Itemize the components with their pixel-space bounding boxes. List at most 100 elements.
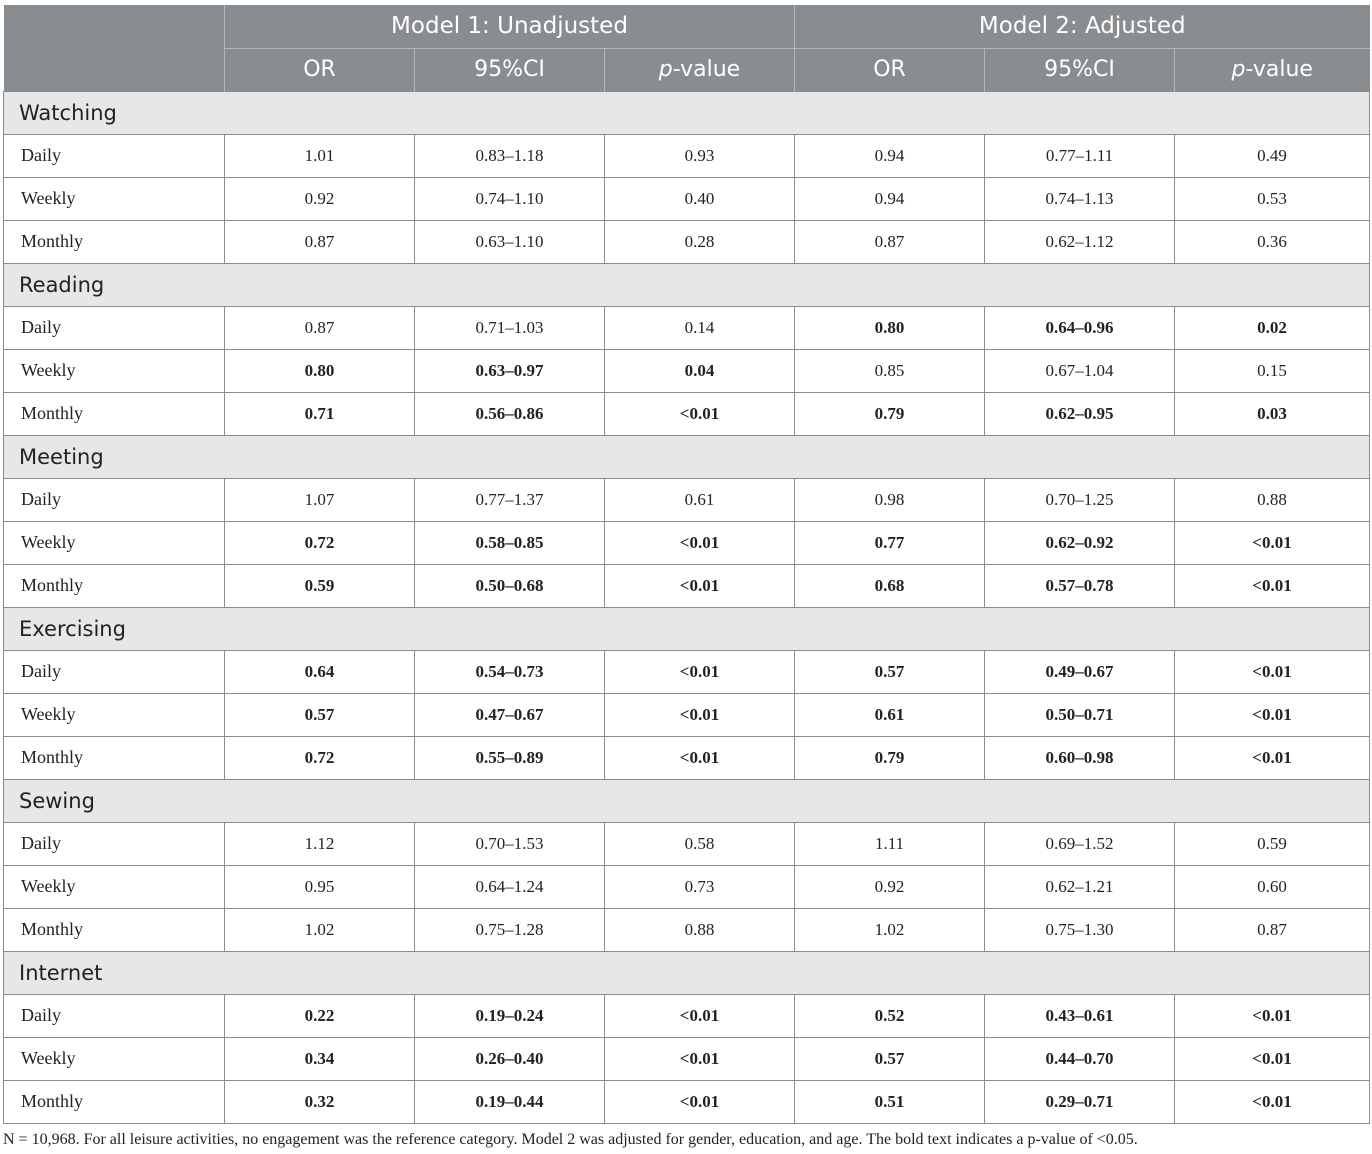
table-cell: <0.01	[1173, 735, 1371, 780]
group-row: Exercising	[2, 606, 1371, 651]
table-cell: 0.67–1.04	[984, 348, 1175, 393]
table-cell: 0.79	[794, 391, 985, 436]
row-label: Monthly	[3, 735, 225, 780]
table-cell: 0.49	[1173, 133, 1371, 178]
table-cell: 0.62–0.95	[984, 391, 1175, 436]
table-cell: 0.80	[794, 305, 985, 350]
table-cell: 1.02	[224, 907, 415, 952]
group-label: Exercising	[2, 606, 1371, 651]
table-cell: <0.01	[1173, 649, 1371, 694]
column-header: p-value	[1173, 47, 1370, 91]
table-cell: <0.01	[604, 520, 795, 565]
table-row: Monthly 0.71 0.56–0.86 <0.01 0.79 0.62–0.95 0.…	[3, 391, 1371, 436]
table-cell: <0.01	[1173, 1079, 1371, 1124]
table-cell: 0.75–1.30	[984, 907, 1175, 952]
table-row: Daily 0.64 0.54–0.73 <0.01 0.57 0.49–0.67 <0.0…	[3, 649, 1371, 694]
column-header-italic: p	[658, 57, 673, 82]
group-label: Reading	[2, 262, 1371, 307]
row-label: Weekly	[3, 348, 225, 393]
table-cell: 1.12	[224, 821, 415, 866]
header-corner	[3, 5, 225, 91]
table-cell: <0.01	[604, 649, 795, 694]
row-label: Weekly	[3, 864, 225, 909]
table-cell: 0.64–0.96	[984, 305, 1175, 350]
table-row: Monthly 0.72 0.55–0.89 <0.01 0.79 0.60–0.98 <0…	[3, 735, 1371, 780]
table-cell: 0.87	[794, 219, 985, 264]
row-label: Weekly	[3, 520, 225, 565]
table-cell: 0.87	[224, 305, 415, 350]
row-label: Weekly	[3, 176, 225, 221]
table-cell: 0.87	[1173, 907, 1371, 952]
row-label: Daily	[3, 821, 225, 866]
results-table: Model 1: Unadjusted Model 2: Adjusted OR…	[2, 5, 1371, 1124]
table-row: Weekly 0.34 0.26–0.40 <0.01 0.57 0.44–0.70 <0.…	[3, 1036, 1371, 1081]
table-cell: 0.04	[604, 348, 795, 393]
table-cell: 0.58–0.85	[414, 520, 605, 565]
table-cell: 0.15	[1173, 348, 1371, 393]
table-cell: 0.73	[604, 864, 795, 909]
table-cell: <0.01	[604, 1079, 795, 1124]
table-cell: 0.50–0.68	[414, 563, 605, 608]
column-header-text: 95%CI	[474, 57, 545, 82]
column-header-text: OR	[303, 57, 336, 82]
table-cell: 0.92	[224, 176, 415, 221]
group-label: Meeting	[2, 434, 1371, 479]
table-row: Daily 0.22 0.19–0.24 <0.01 0.52 0.43–0.61 <0.0…	[3, 993, 1371, 1038]
table-row: Weekly 0.92 0.74–1.10 0.40 0.94 0.74–1.13 0.53	[3, 176, 1371, 221]
group-row: Meeting	[2, 434, 1371, 479]
table-cell: 0.56–0.86	[414, 391, 605, 436]
header-row-columns: OR 95%CI p-value OR 95%CI p-value	[4, 47, 1370, 91]
table-cell: 0.92	[794, 864, 985, 909]
row-label: Monthly	[3, 391, 225, 436]
table-cell: 0.69–1.52	[984, 821, 1175, 866]
table-cell: 0.53	[1173, 176, 1371, 221]
table-cell: 1.02	[794, 907, 985, 952]
table-cell: 0.77–1.11	[984, 133, 1175, 178]
column-header-text: -value	[1245, 57, 1313, 82]
row-label: Daily	[3, 477, 225, 522]
table-cell: 0.95	[224, 864, 415, 909]
table-cell: 0.50–0.71	[984, 692, 1175, 737]
table-row: Monthly 0.59 0.50–0.68 <0.01 0.68 0.57–0.78 <0…	[3, 563, 1371, 608]
table-cell: 0.88	[1173, 477, 1371, 522]
table-cell: 0.59	[1173, 821, 1371, 866]
table-cell: 0.29–0.71	[984, 1079, 1175, 1124]
table-cell: <0.01	[1173, 563, 1371, 608]
table-cell: 0.57–0.78	[984, 563, 1175, 608]
row-label: Monthly	[3, 907, 225, 952]
table-cell: 0.28	[604, 219, 795, 264]
table-cell: <0.01	[604, 735, 795, 780]
table-row: Weekly 0.95 0.64–1.24 0.73 0.92 0.62–1.21 0.60	[3, 864, 1371, 909]
table-cell: 0.77	[794, 520, 985, 565]
table-cell: 0.22	[224, 993, 415, 1038]
group-label: Watching	[2, 90, 1371, 135]
table-cell: 0.79	[794, 735, 985, 780]
table-cell: 0.03	[1173, 391, 1371, 436]
table-cell: 0.68	[794, 563, 985, 608]
table-cell: 0.58	[604, 821, 795, 866]
table-cell: <0.01	[604, 391, 795, 436]
table-row: Monthly 0.87 0.63–1.10 0.28 0.87 0.62–1.12 0.3…	[3, 219, 1371, 264]
group-label: Internet	[2, 950, 1371, 995]
table-cell: 0.26–0.40	[414, 1036, 605, 1081]
table-cell: 0.94	[794, 133, 985, 178]
table-cell: 0.77–1.37	[414, 477, 605, 522]
column-header: 95%CI	[414, 47, 605, 91]
table-cell: 0.62–1.12	[984, 219, 1175, 264]
table-cell: 0.98	[794, 477, 985, 522]
table-cell: <0.01	[1173, 1036, 1371, 1081]
table-row: Daily 1.12 0.70–1.53 0.58 1.11 0.69–1.52 0.59	[3, 821, 1371, 866]
table-cell: 0.55–0.89	[414, 735, 605, 780]
table-cell: <0.01	[604, 993, 795, 1038]
row-label: Monthly	[3, 563, 225, 608]
table-cell: 0.57	[794, 1036, 985, 1081]
table-cell: 0.71	[224, 391, 415, 436]
table-cell: 0.71–1.03	[414, 305, 605, 350]
row-label: Monthly	[3, 219, 225, 264]
table-cell: 1.07	[224, 477, 415, 522]
table-cell: 0.63–0.97	[414, 348, 605, 393]
table-cell: 0.74–1.10	[414, 176, 605, 221]
table-cell: <0.01	[1173, 692, 1371, 737]
table-cell: 0.51	[794, 1079, 985, 1124]
table-body: Watching Daily 1.01 0.83–1.18 0.93 0.94 0.77–1…	[2, 90, 1371, 1124]
